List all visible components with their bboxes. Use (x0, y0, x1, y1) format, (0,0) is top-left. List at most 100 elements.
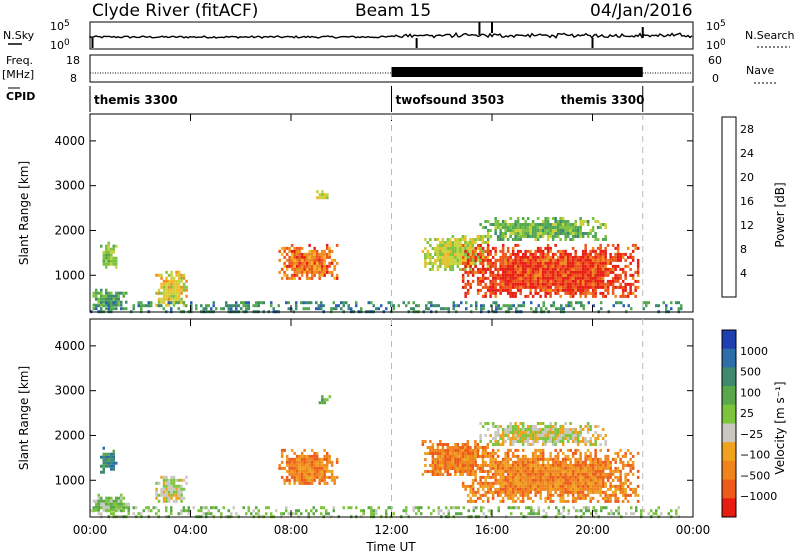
heatmap-cell (355, 506, 358, 510)
heatmap-cell (586, 258, 590, 262)
heatmap-cell (426, 470, 430, 473)
heatmap-cell (514, 270, 517, 274)
heatmap-cell (479, 288, 482, 292)
heatmap-cell (461, 235, 465, 238)
heatmap-cell (529, 223, 532, 226)
heatmap-cell (511, 469, 515, 473)
heatmap-cell (300, 261, 304, 265)
heatmap-cell (529, 475, 532, 479)
heatmap-cell (320, 478, 324, 482)
heatmap-cell (536, 460, 540, 464)
heatmap-cell (629, 273, 632, 277)
heatmap-cell (566, 288, 570, 292)
heatmap-cell (105, 247, 108, 251)
heatmap-cell (316, 196, 319, 200)
heatmap-cell (298, 267, 301, 271)
heatmap-cell (313, 249, 316, 253)
heatmap-cell (342, 304, 345, 308)
heatmap-cell (594, 437, 597, 440)
heatmap-cell (270, 512, 273, 516)
heatmap-cell (584, 475, 587, 479)
heatmap-cell (554, 440, 557, 443)
heatmap-cell (347, 304, 350, 308)
heatmap-cell (298, 264, 301, 268)
heatmap-cell (625, 512, 628, 516)
heatmap-cell (531, 261, 535, 265)
heatmap-cell (524, 487, 527, 491)
heatmap-cell (556, 454, 560, 458)
heatmap-cell (112, 297, 115, 301)
heatmap-cell (609, 267, 612, 271)
heatmap-cell (569, 466, 572, 470)
noise-strip: N.Sky 105 100 105 100 N.Search (3, 19, 795, 52)
heatmap-cell (295, 301, 298, 305)
heatmap-cell (120, 502, 123, 506)
heatmap-cell (599, 490, 602, 494)
heatmap-cell (524, 478, 527, 482)
heatmap-cell (434, 473, 437, 476)
heatmap-cell (642, 509, 645, 513)
heatmap-cell (516, 460, 520, 464)
heatmap-cell (486, 256, 490, 259)
heatmap-cell (326, 398, 329, 402)
heatmap-cell (464, 443, 467, 446)
heatmap-cell (439, 449, 442, 452)
heatmap-cell (606, 478, 610, 482)
heatmap-cell (175, 297, 178, 301)
heatmap-cell (519, 282, 522, 286)
heatmap-cell (441, 464, 445, 467)
heatmap-cell (482, 506, 485, 510)
heatmap-cell (569, 448, 572, 452)
heatmap-cell (225, 301, 228, 305)
heatmap-cell (576, 475, 580, 479)
heatmap-cell (494, 291, 497, 295)
heatmap-cell (556, 285, 560, 289)
heatmap-cell (504, 469, 507, 473)
heatmap-cell (539, 466, 542, 470)
heatmap-cell (531, 264, 535, 268)
heatmap-cell (554, 288, 557, 292)
colorbar-swatch (722, 367, 736, 387)
heatmap-cell (424, 464, 427, 467)
heatmap-cell (539, 285, 542, 289)
heatmap-cell (519, 440, 522, 443)
heatmap-cell (257, 512, 260, 516)
heatmap-cell (107, 452, 110, 456)
heatmap-cell (524, 232, 527, 235)
heatmap-cell (534, 279, 537, 283)
heatmap-cell (549, 434, 552, 437)
heatmap-cell (489, 252, 492, 256)
heatmap-cell (501, 285, 505, 289)
heatmap-cell (554, 443, 557, 446)
heatmap-cell (524, 460, 527, 464)
heatmap-cell (424, 440, 427, 443)
heatmap-cell (559, 232, 562, 235)
heatmap-cell (541, 431, 545, 434)
heatmap-cell (115, 297, 118, 301)
heatmap-cell (501, 490, 505, 494)
heatmap-cell (220, 512, 223, 516)
heatmap-cell (456, 449, 460, 452)
heatmap-cell (459, 250, 462, 253)
heatmap-cell (601, 478, 605, 482)
heatmap-cell (596, 252, 600, 256)
heatmap-cell (579, 288, 582, 292)
heatmap-cell (482, 304, 485, 308)
heatmap-cell (571, 235, 575, 238)
heatmap-cell (504, 487, 507, 491)
heatmap-cell (295, 454, 299, 458)
heatmap-cell (481, 448, 485, 452)
heatmap-cell (581, 490, 585, 494)
heatmap-cell (472, 506, 475, 510)
heatmap-cell (325, 267, 329, 271)
heatmap-cell (536, 437, 540, 440)
heatmap-cell (546, 466, 550, 470)
heatmap-cell (305, 475, 309, 479)
heatmap-cell (290, 466, 294, 470)
heatmap-cell (569, 279, 572, 283)
heatmap-cell (315, 475, 319, 479)
heatmap-cell (285, 460, 289, 464)
heatmap-cell (360, 307, 363, 311)
heatmap-cell (524, 229, 527, 232)
heatmap-cell (491, 255, 495, 259)
